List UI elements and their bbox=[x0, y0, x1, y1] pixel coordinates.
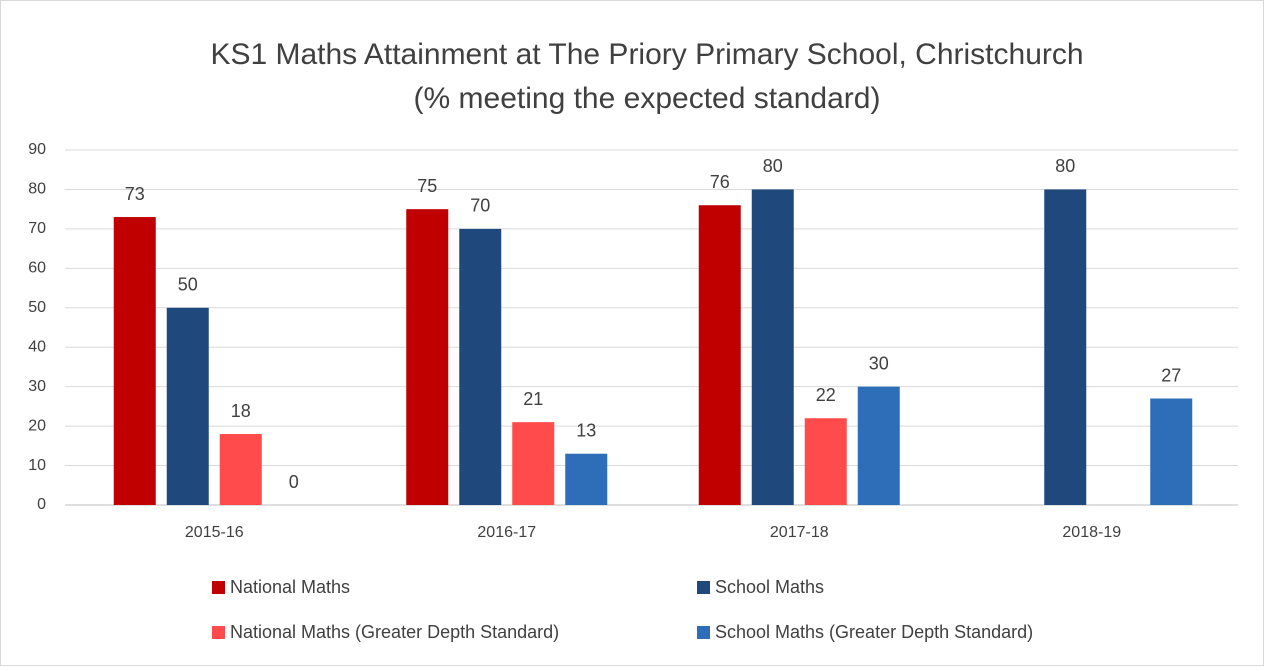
legend-label: National Maths bbox=[230, 577, 350, 597]
data-label: 0 bbox=[289, 472, 299, 492]
bar bbox=[751, 189, 794, 505]
y-tick-label: 60 bbox=[28, 260, 46, 277]
y-tick-label: 70 bbox=[28, 220, 46, 237]
y-tick-label: 0 bbox=[37, 496, 46, 513]
data-label: 70 bbox=[470, 196, 490, 216]
legend-swatch bbox=[697, 581, 710, 594]
data-label: 18 bbox=[231, 401, 251, 421]
legend-label: National Maths (Greater Depth Standard) bbox=[230, 622, 559, 642]
y-tick-label: 20 bbox=[28, 417, 46, 434]
data-label: 30 bbox=[869, 353, 889, 373]
legend-label: School Maths bbox=[715, 577, 824, 597]
data-label: 50 bbox=[178, 275, 198, 295]
data-label: 75 bbox=[417, 176, 437, 196]
data-label: 13 bbox=[576, 420, 596, 440]
y-tick-label: 30 bbox=[28, 378, 46, 395]
bar bbox=[113, 217, 156, 506]
data-label: 80 bbox=[763, 156, 783, 176]
legend-swatch bbox=[697, 626, 710, 639]
chart-subtitle: (% meeting the expected standard) bbox=[414, 82, 881, 115]
y-tick-label: 80 bbox=[28, 181, 46, 198]
bar bbox=[804, 418, 847, 505]
bar bbox=[857, 386, 900, 505]
bar bbox=[166, 307, 209, 505]
bar bbox=[406, 209, 449, 505]
x-tick-label: 2015-16 bbox=[185, 524, 244, 541]
bar bbox=[459, 228, 502, 505]
data-label: 22 bbox=[816, 385, 836, 405]
x-tick-label: 2017-18 bbox=[770, 524, 829, 541]
bar bbox=[698, 205, 741, 505]
y-tick-label: 10 bbox=[28, 457, 46, 474]
legend-swatch bbox=[212, 581, 225, 594]
x-tick-label: 2016-17 bbox=[477, 524, 536, 541]
chart-title: KS1 Maths Attainment at The Priory Prima… bbox=[210, 38, 1083, 71]
bar bbox=[1044, 189, 1087, 505]
y-tick-label: 90 bbox=[28, 141, 46, 158]
bar bbox=[512, 422, 555, 505]
y-tick-label: 40 bbox=[28, 338, 46, 355]
data-label: 80 bbox=[1055, 156, 1075, 176]
legend-swatch bbox=[212, 626, 225, 639]
bar bbox=[565, 453, 608, 505]
data-label: 27 bbox=[1161, 365, 1181, 385]
bar bbox=[219, 434, 262, 505]
x-tick-label: 2018-19 bbox=[1062, 524, 1121, 541]
bar bbox=[1150, 398, 1193, 505]
y-tick-label: 50 bbox=[28, 299, 46, 316]
legend-label: School Maths (Greater Depth Standard) bbox=[715, 622, 1033, 642]
data-label: 21 bbox=[523, 389, 543, 409]
data-label: 73 bbox=[125, 184, 145, 204]
data-label: 76 bbox=[710, 172, 730, 192]
